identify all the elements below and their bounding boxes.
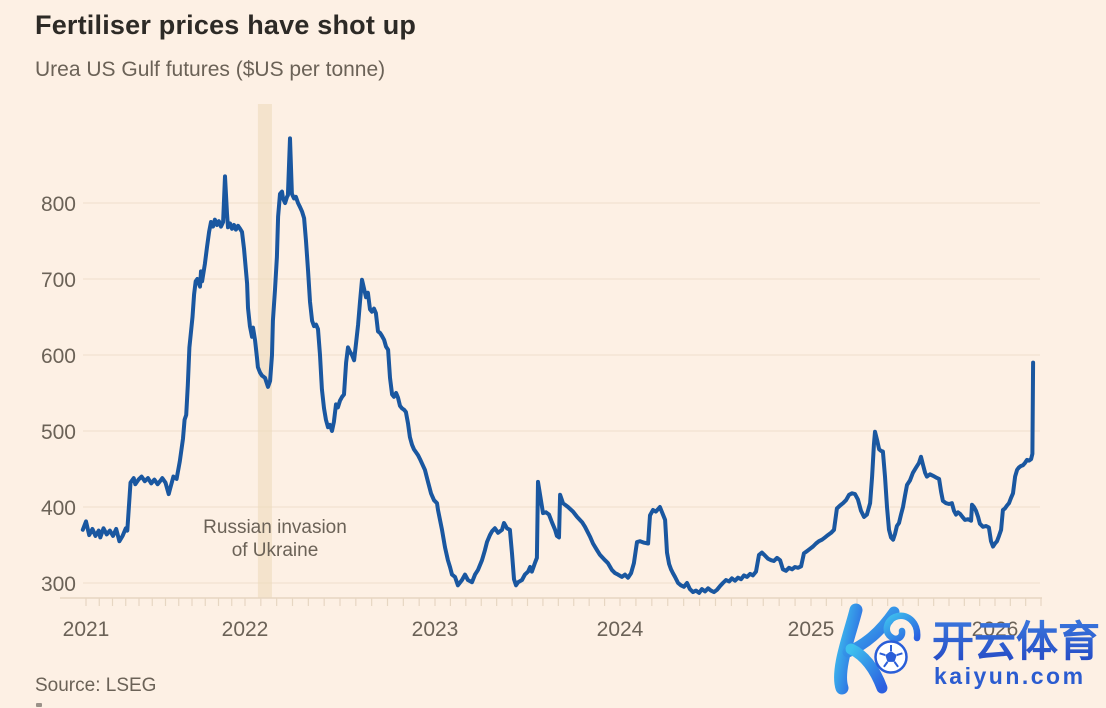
watermark-url-text: kaiyun.com: [934, 663, 1086, 689]
y-axis-tick-label: 300: [41, 573, 76, 596]
k-stroke-leg: [845, 643, 888, 694]
x-axis-tick-label: 2023: [412, 618, 459, 641]
x-axis-labels: 2021 2022 2023 2024 2025 2026: [63, 618, 1019, 641]
cropped-text-fragment: [36, 703, 42, 707]
watermark-brand-text: 开云体育: [932, 618, 1100, 665]
football-icon: [874, 640, 908, 674]
kaiyun-watermark: 开云体育 kaiyun.com: [818, 592, 1106, 708]
x-axis: [60, 597, 1042, 606]
x-axis-tick-label: 2022: [222, 618, 269, 641]
source-label: Source: LSEG: [35, 675, 157, 696]
y-axis-tick-label: 800: [41, 193, 76, 216]
kaiyun-logo: 开云体育 kaiyun.com: [834, 603, 1100, 695]
y-axis-labels: 300 400 500 600 700 800: [41, 193, 76, 596]
x-axis-tick-label: 2021: [63, 618, 110, 641]
x-axis-tick-label: 2025: [788, 618, 835, 641]
y-axis-tick-label: 400: [41, 497, 76, 520]
y-axis-tick-label: 700: [41, 269, 76, 292]
series-layer: [80, 136, 1036, 595]
annotation-line-1: Russian invasion: [203, 517, 347, 538]
x-axis-tick-label: 2026: [972, 618, 1019, 641]
x-axis-tick-label: 2024: [597, 618, 644, 641]
invasion-event-band: [257, 104, 272, 598]
y-axis-tick-label: 600: [41, 345, 76, 368]
swirl-icon: [883, 612, 921, 642]
event-band-layer: [257, 104, 272, 598]
k-logo-mark: [834, 603, 921, 695]
y-axis-tick-label: 500: [41, 421, 76, 444]
annotation-line-2: of Ukraine: [231, 540, 319, 561]
price-line-series: [80, 136, 1036, 595]
chart-subtitle: Urea US Gulf futures ($US per tonne): [35, 58, 386, 81]
annotation-russian-invasion: Russian invasion of Ukraine: [185, 516, 365, 562]
page-title: Fertiliser prices have shot up: [35, 10, 417, 40]
